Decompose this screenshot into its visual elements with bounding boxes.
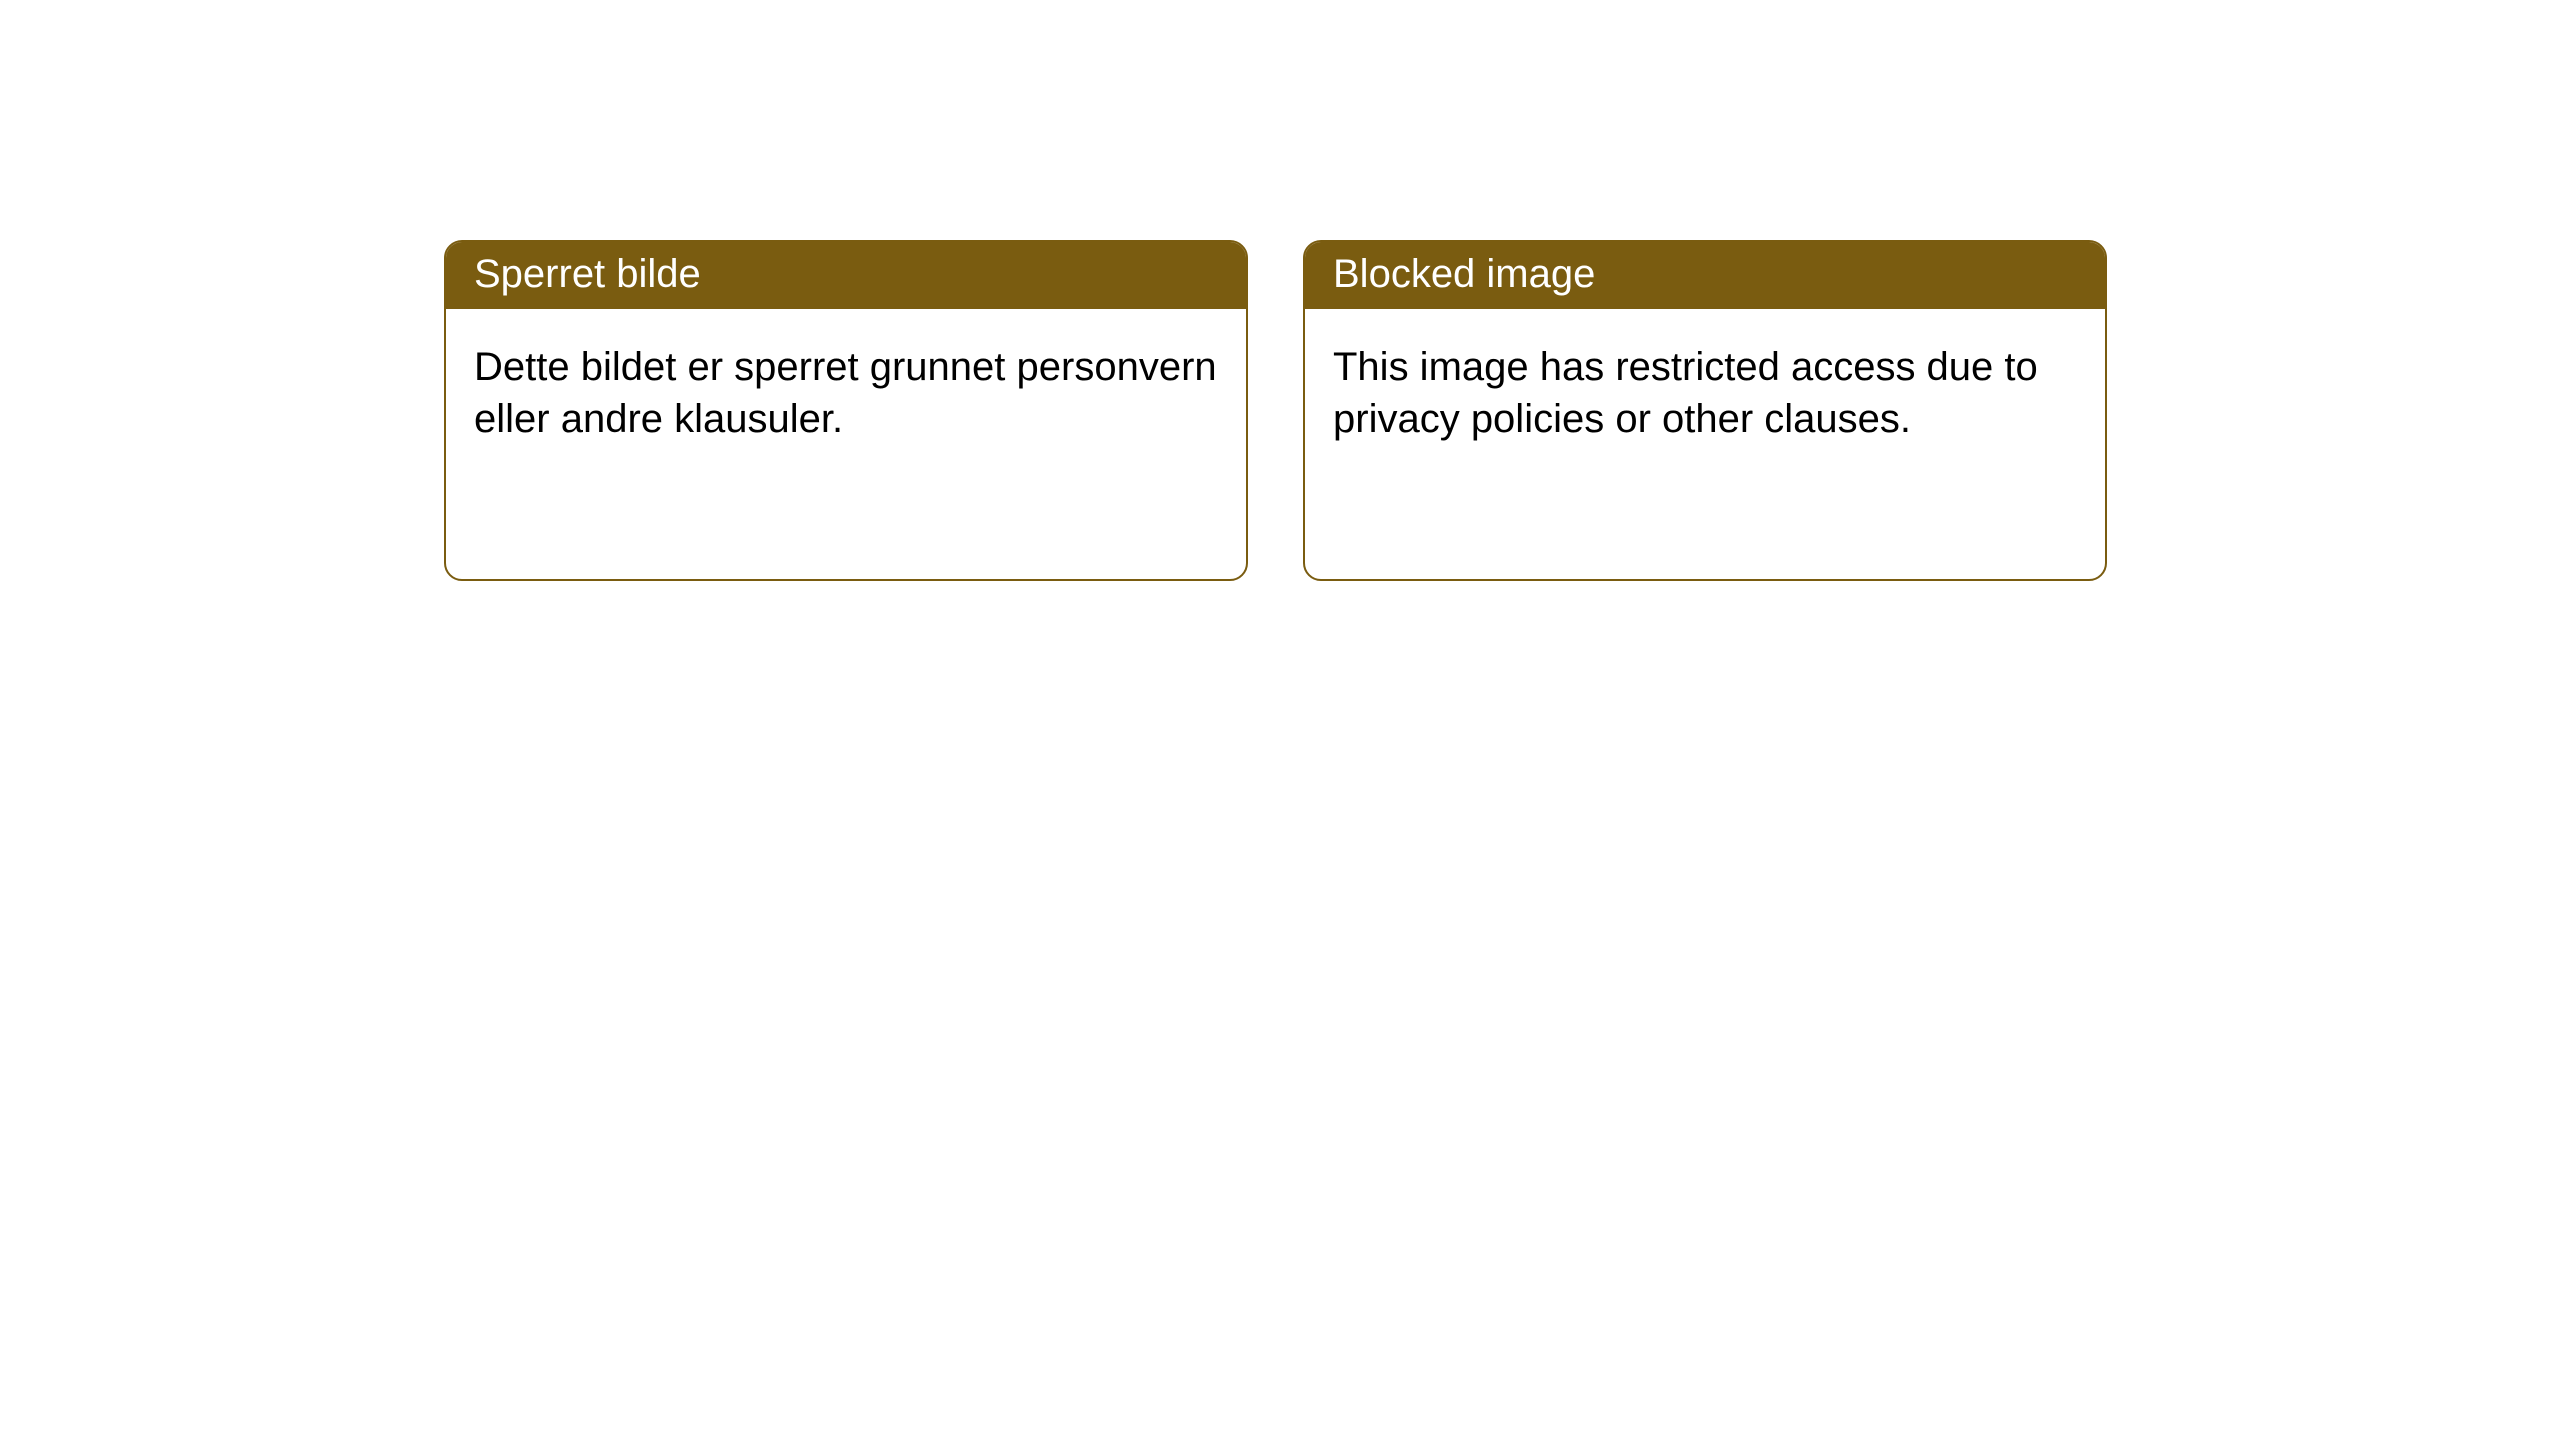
- card-header: Sperret bilde: [446, 242, 1246, 309]
- card-title: Blocked image: [1333, 252, 1595, 296]
- notice-cards-row: Sperret bilde Dette bildet er sperret gr…: [444, 240, 2107, 581]
- card-body: Dette bildet er sperret grunnet personve…: [446, 309, 1246, 579]
- card-header: Blocked image: [1305, 242, 2105, 309]
- card-message: This image has restricted access due to …: [1333, 345, 2038, 441]
- notice-card-english: Blocked image This image has restricted …: [1303, 240, 2107, 581]
- card-title: Sperret bilde: [474, 252, 701, 296]
- card-message: Dette bildet er sperret grunnet personve…: [474, 345, 1217, 441]
- card-body: This image has restricted access due to …: [1305, 309, 2105, 579]
- notice-card-norwegian: Sperret bilde Dette bildet er sperret gr…: [444, 240, 1248, 581]
